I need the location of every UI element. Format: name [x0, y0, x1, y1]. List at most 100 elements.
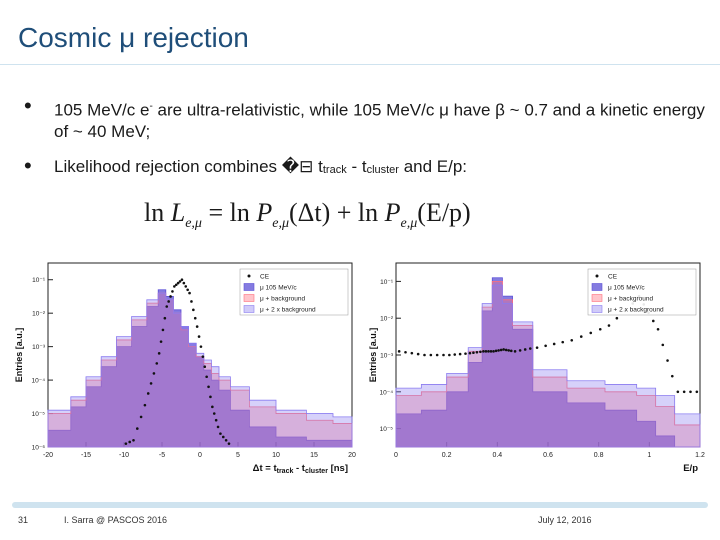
right-ce-point [666, 359, 669, 362]
left-ce-point [155, 362, 159, 365]
bullet-2-sub-track: track [322, 163, 347, 176]
right-ce-point [472, 351, 475, 354]
likelihood-equation: ln Le,μ = ln Pe,μ(Δt) + ln Pe,μ(E/p) [144, 198, 471, 232]
left-ce-point [182, 281, 186, 285]
left-legend-label: CE [260, 274, 270, 281]
left-x-tick-label: -20 [43, 452, 53, 459]
right-ce-point [482, 350, 485, 353]
right-ce-point [598, 327, 602, 331]
left-ce-point [197, 335, 201, 338]
right-legend-swatch [595, 274, 599, 278]
right-ce-point [518, 349, 522, 352]
right-y-tick-label: 10⁻² [380, 316, 394, 323]
left-ce-point [184, 285, 188, 288]
left-ce-point [205, 375, 208, 379]
right-ce-point [487, 350, 490, 353]
right-ce-point [682, 390, 686, 394]
left-ce-point [190, 300, 193, 303]
right-ce-point [570, 338, 574, 342]
right-series-3 [395, 284, 701, 448]
left-legend-swatch [243, 305, 255, 313]
left-ce-point [203, 365, 207, 369]
right-x-tick-label: 0.2 [442, 452, 452, 459]
right-y-tick-label: 10⁻¹ [380, 279, 394, 286]
left-ce-point [212, 412, 216, 415]
left-ce-point [157, 352, 161, 355]
left-ce-point [143, 403, 147, 407]
right-y-axis-label: Entries [a.u.] [368, 328, 378, 383]
left-legend-swatch [243, 294, 255, 302]
page-number: 31 [18, 515, 29, 525]
left-ce-point [216, 425, 220, 429]
right-x-tick-label: 0.4 [492, 452, 502, 459]
left-ce-point [161, 328, 165, 332]
bullet-list: • 105 MeV/c e- are ultra-relativistic, w… [18, 95, 708, 195]
left-y-tick-label: 10⁻⁵ [32, 411, 46, 418]
right-x-tick-label: 0 [394, 452, 398, 459]
left-ce-point [193, 316, 197, 320]
left-ce-point [163, 316, 167, 320]
eq-sub-P2: e,μ [400, 216, 418, 232]
footer-date: July 12, 2016 [538, 515, 592, 525]
left-ce-point [201, 355, 205, 358]
left-ce-point [180, 278, 184, 282]
left-ce-point [146, 392, 150, 395]
right-y-tick-label: 10⁻³ [380, 353, 394, 360]
right-ce-point [410, 351, 414, 355]
right-legend-swatch [591, 283, 603, 291]
right-legend-label: CE [608, 274, 618, 281]
left-y-tick-label: 10⁻⁶ [32, 445, 46, 452]
left-ce-point [192, 308, 195, 312]
right-x-tick-label: 0.8 [594, 452, 604, 459]
left-series-3 [47, 292, 353, 448]
right-ce-point [502, 348, 505, 351]
footer-author: I. Sarra @ PASCOS 2016 [64, 515, 168, 525]
right-ce-point [504, 348, 508, 352]
right-ce-point [475, 350, 479, 354]
right-legend-box [587, 268, 697, 316]
right-ce-point [464, 352, 467, 355]
left-y-tick-label: 10⁻¹ [32, 277, 46, 284]
right-ce-point [661, 343, 665, 347]
right-ce-point [509, 349, 513, 353]
right-ce-point [484, 350, 488, 353]
left-y-tick-label: 10⁻⁴ [32, 378, 46, 385]
left-x-tick-label: 0 [198, 452, 202, 459]
eq-P2: P [384, 198, 401, 227]
right-ce-point [416, 352, 420, 356]
right-ce-point [513, 350, 517, 353]
right-ce-point [442, 353, 445, 357]
left-legend-label: μ 105 MeV/c [260, 285, 297, 292]
eq-P1: P [256, 198, 273, 227]
left-y-tick-label: 10⁻³ [32, 344, 46, 351]
right-ce-point [494, 349, 498, 353]
right-ce-point [497, 349, 500, 352]
right-legend-swatch [591, 294, 603, 302]
eq-sub-L: e,μ [185, 216, 202, 232]
bullet-item-2: • Likelihood rejection combines �⊟ ttrac… [18, 152, 708, 181]
right-x-axis-label: E/p [683, 463, 698, 474]
slide-title: Cosmic μ rejection [18, 22, 249, 53]
right-ce-point [458, 352, 462, 356]
right-ce-point [676, 390, 680, 394]
eq-L: L [170, 198, 186, 227]
right-ce-point [423, 353, 426, 357]
right-ce-point [561, 340, 565, 344]
left-ce-point [165, 305, 169, 308]
right-legend-swatch [591, 305, 603, 313]
bullet-dot-icon: • [24, 152, 32, 178]
bullet-1-superscript: - [149, 101, 153, 112]
footer-bar [12, 502, 708, 508]
left-ce-point [159, 340, 163, 343]
right-legend-label: μ + 2 x background [608, 307, 664, 314]
bullet-item-1: • 105 MeV/c e- are ultra-relativistic, w… [18, 95, 708, 142]
left-x-axis-label: Δt = ttrack - tcluster [ns] [253, 463, 348, 475]
right-ce-point [656, 327, 660, 331]
left-ce-point [207, 385, 210, 389]
right-ce-point [499, 348, 503, 352]
right-ce-point [492, 350, 495, 353]
left-x-tick-label: 5 [236, 452, 240, 459]
left-ce-point [227, 442, 231, 445]
right-ce-point [544, 344, 547, 348]
left-ce-point [199, 345, 203, 348]
